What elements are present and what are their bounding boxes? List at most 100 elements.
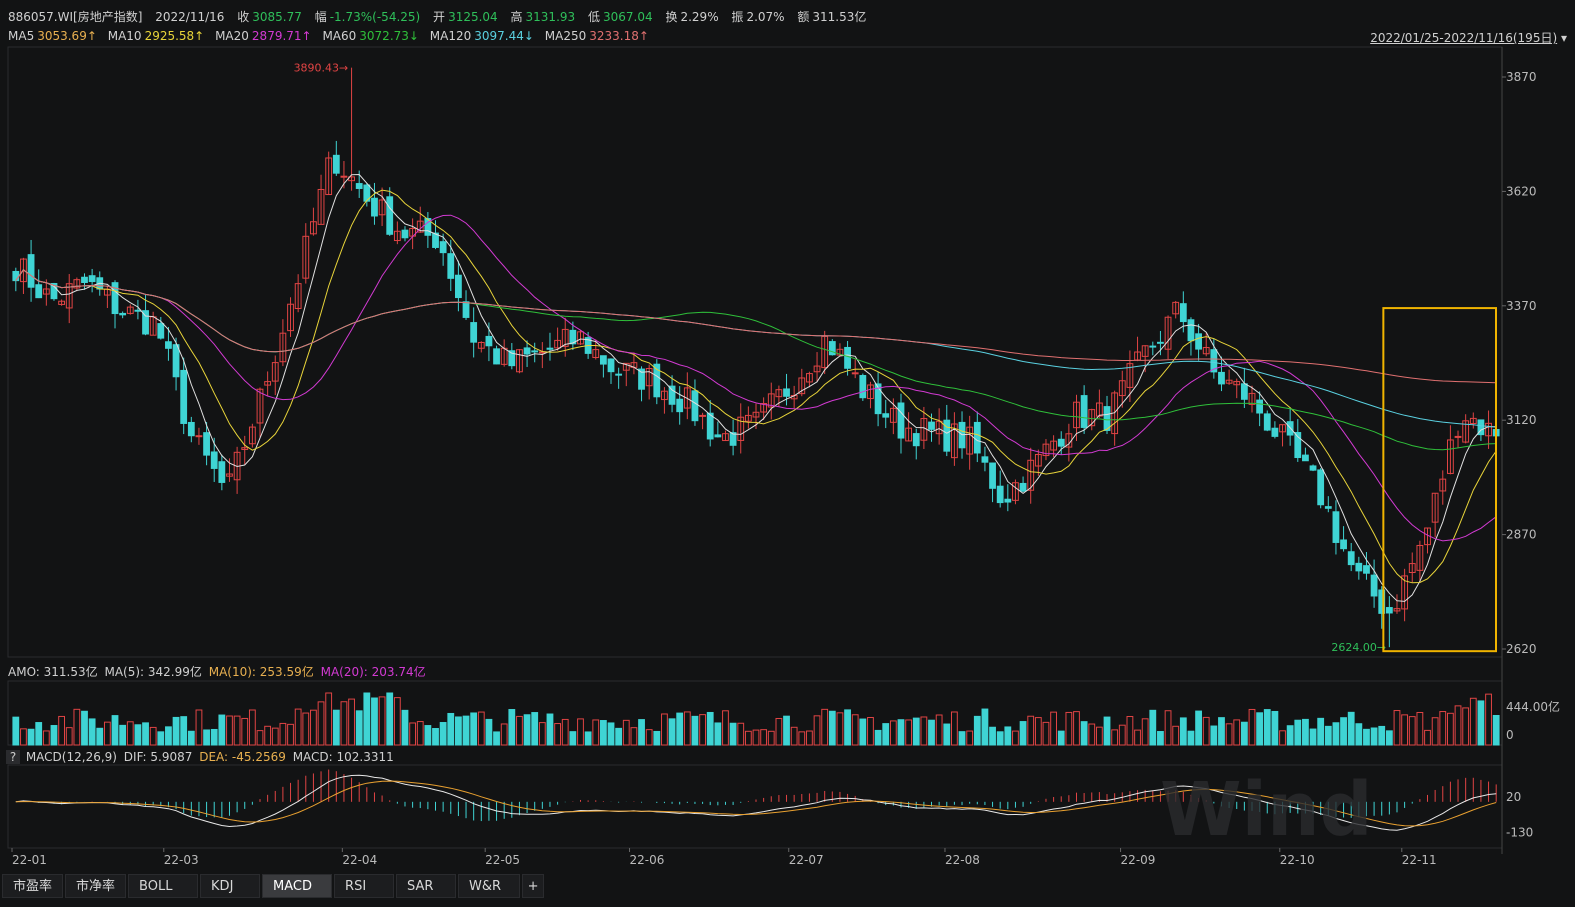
date-range-selector[interactable]: 2022/01/25-2022/11/16(195日) ▾ [1370,29,1567,46]
volume-bar [1294,719,1302,746]
candle [699,414,706,417]
candle [73,279,81,289]
volume-bar [409,722,417,746]
dea-line [15,780,1497,827]
macd-dea: DEA: -45.2569 [199,750,286,764]
volume-bar [661,713,668,746]
volume-bar [1157,731,1164,746]
volume-bar [1195,710,1202,746]
volume-bar [615,727,623,746]
candle [1103,406,1111,431]
candle [836,348,844,356]
candle [599,355,607,365]
ma120-value: 3097.44↓ [474,29,534,43]
candle [897,402,905,439]
low-annotation: 2624.00→ [1331,641,1386,654]
candle [157,323,165,339]
volume-bar [1447,712,1454,746]
low-value: 3067.04 [603,10,653,24]
candle [989,462,996,489]
candle [1393,608,1401,612]
candle [783,388,790,397]
volume-bar [1462,707,1470,746]
tab-pb[interactable]: 市净率 [65,874,127,898]
candle [645,368,653,387]
volume-bar [1256,712,1264,746]
ma60-label: MA60 [322,29,357,43]
candle [1401,575,1409,610]
ma10-line [15,189,1497,584]
candle [1210,349,1218,373]
candle [714,434,722,438]
candle [577,331,584,345]
volume-bar [592,719,600,746]
tab-wr[interactable]: W&R [458,874,521,898]
volume-bar [783,715,790,746]
date-tick-label: 22-01 [12,853,47,867]
tab-sar[interactable]: SAR [396,874,457,898]
tab-rsi[interactable]: RSI [334,874,395,898]
volume-bar [714,722,722,746]
candle [1302,454,1309,462]
volume-bar [416,721,424,746]
chart-canvas[interactable]: 3870 3620 3370 3120 2870 2620 3890.43→ 2624.00→… [0,0,1575,873]
volume-bar [806,730,813,746]
tab-kdj[interactable]: KDJ [200,874,261,898]
ma-legend: MA5 3053.69↑ MA10 2925.58↑ MA20 2879.71↑ MA… [8,29,652,43]
volume-bar [683,711,691,746]
volume-bar [516,715,523,746]
candle [744,414,752,422]
add-tab-button[interactable]: + [522,874,545,898]
candle [1233,381,1241,386]
candle [1447,439,1454,474]
candle [271,362,279,382]
volume-bar [119,724,127,746]
volume-bar [271,727,279,746]
candle [1378,589,1386,614]
candle [12,270,20,282]
candle [27,254,35,288]
volume-bar [12,716,20,746]
candle [1485,422,1492,437]
candle [592,349,600,359]
vol-tick-label: 444.00亿 [1506,699,1560,714]
volume-bar [844,709,851,746]
candle [1416,544,1424,571]
volume-bar [1370,727,1378,746]
volume-bar [1240,721,1248,746]
volume-bar [1225,723,1233,746]
candle [1363,565,1370,574]
quote-header: 886057.WI[房地产指数] 2022/11/16 收 3085.77 幅 -1… [8,8,869,25]
candle [912,433,920,447]
volume-bar [1332,722,1340,746]
volume-bar [1111,729,1119,746]
candle [485,335,493,347]
date-tick-label: 22-03 [164,853,199,867]
candle [50,283,58,300]
volume-bar [790,726,798,746]
volume-bar [1309,728,1317,746]
tab-boll[interactable]: BOLL [128,874,199,898]
ma20-label: MA20 [215,29,249,43]
candle [1172,301,1180,315]
volume-bar [1431,717,1439,746]
candle [432,232,439,248]
change-label: 幅 [314,10,327,24]
help-icon[interactable]: ? [6,750,20,764]
volume-bar [1233,719,1241,746]
volume-bar [638,719,645,746]
volume-bar [996,731,1004,746]
volume-bar [393,697,401,746]
tab-pe[interactable]: 市盈率 [2,874,64,898]
candle [531,350,539,353]
volume-bar [966,730,974,746]
volume-bar [371,697,378,746]
volume-bar [1324,725,1332,746]
volume-bar [1134,729,1141,746]
volume-bar [912,717,920,746]
candle [424,218,432,236]
candle [813,365,821,373]
tab-macd[interactable]: MACD [262,874,333,898]
candle [996,485,1004,504]
